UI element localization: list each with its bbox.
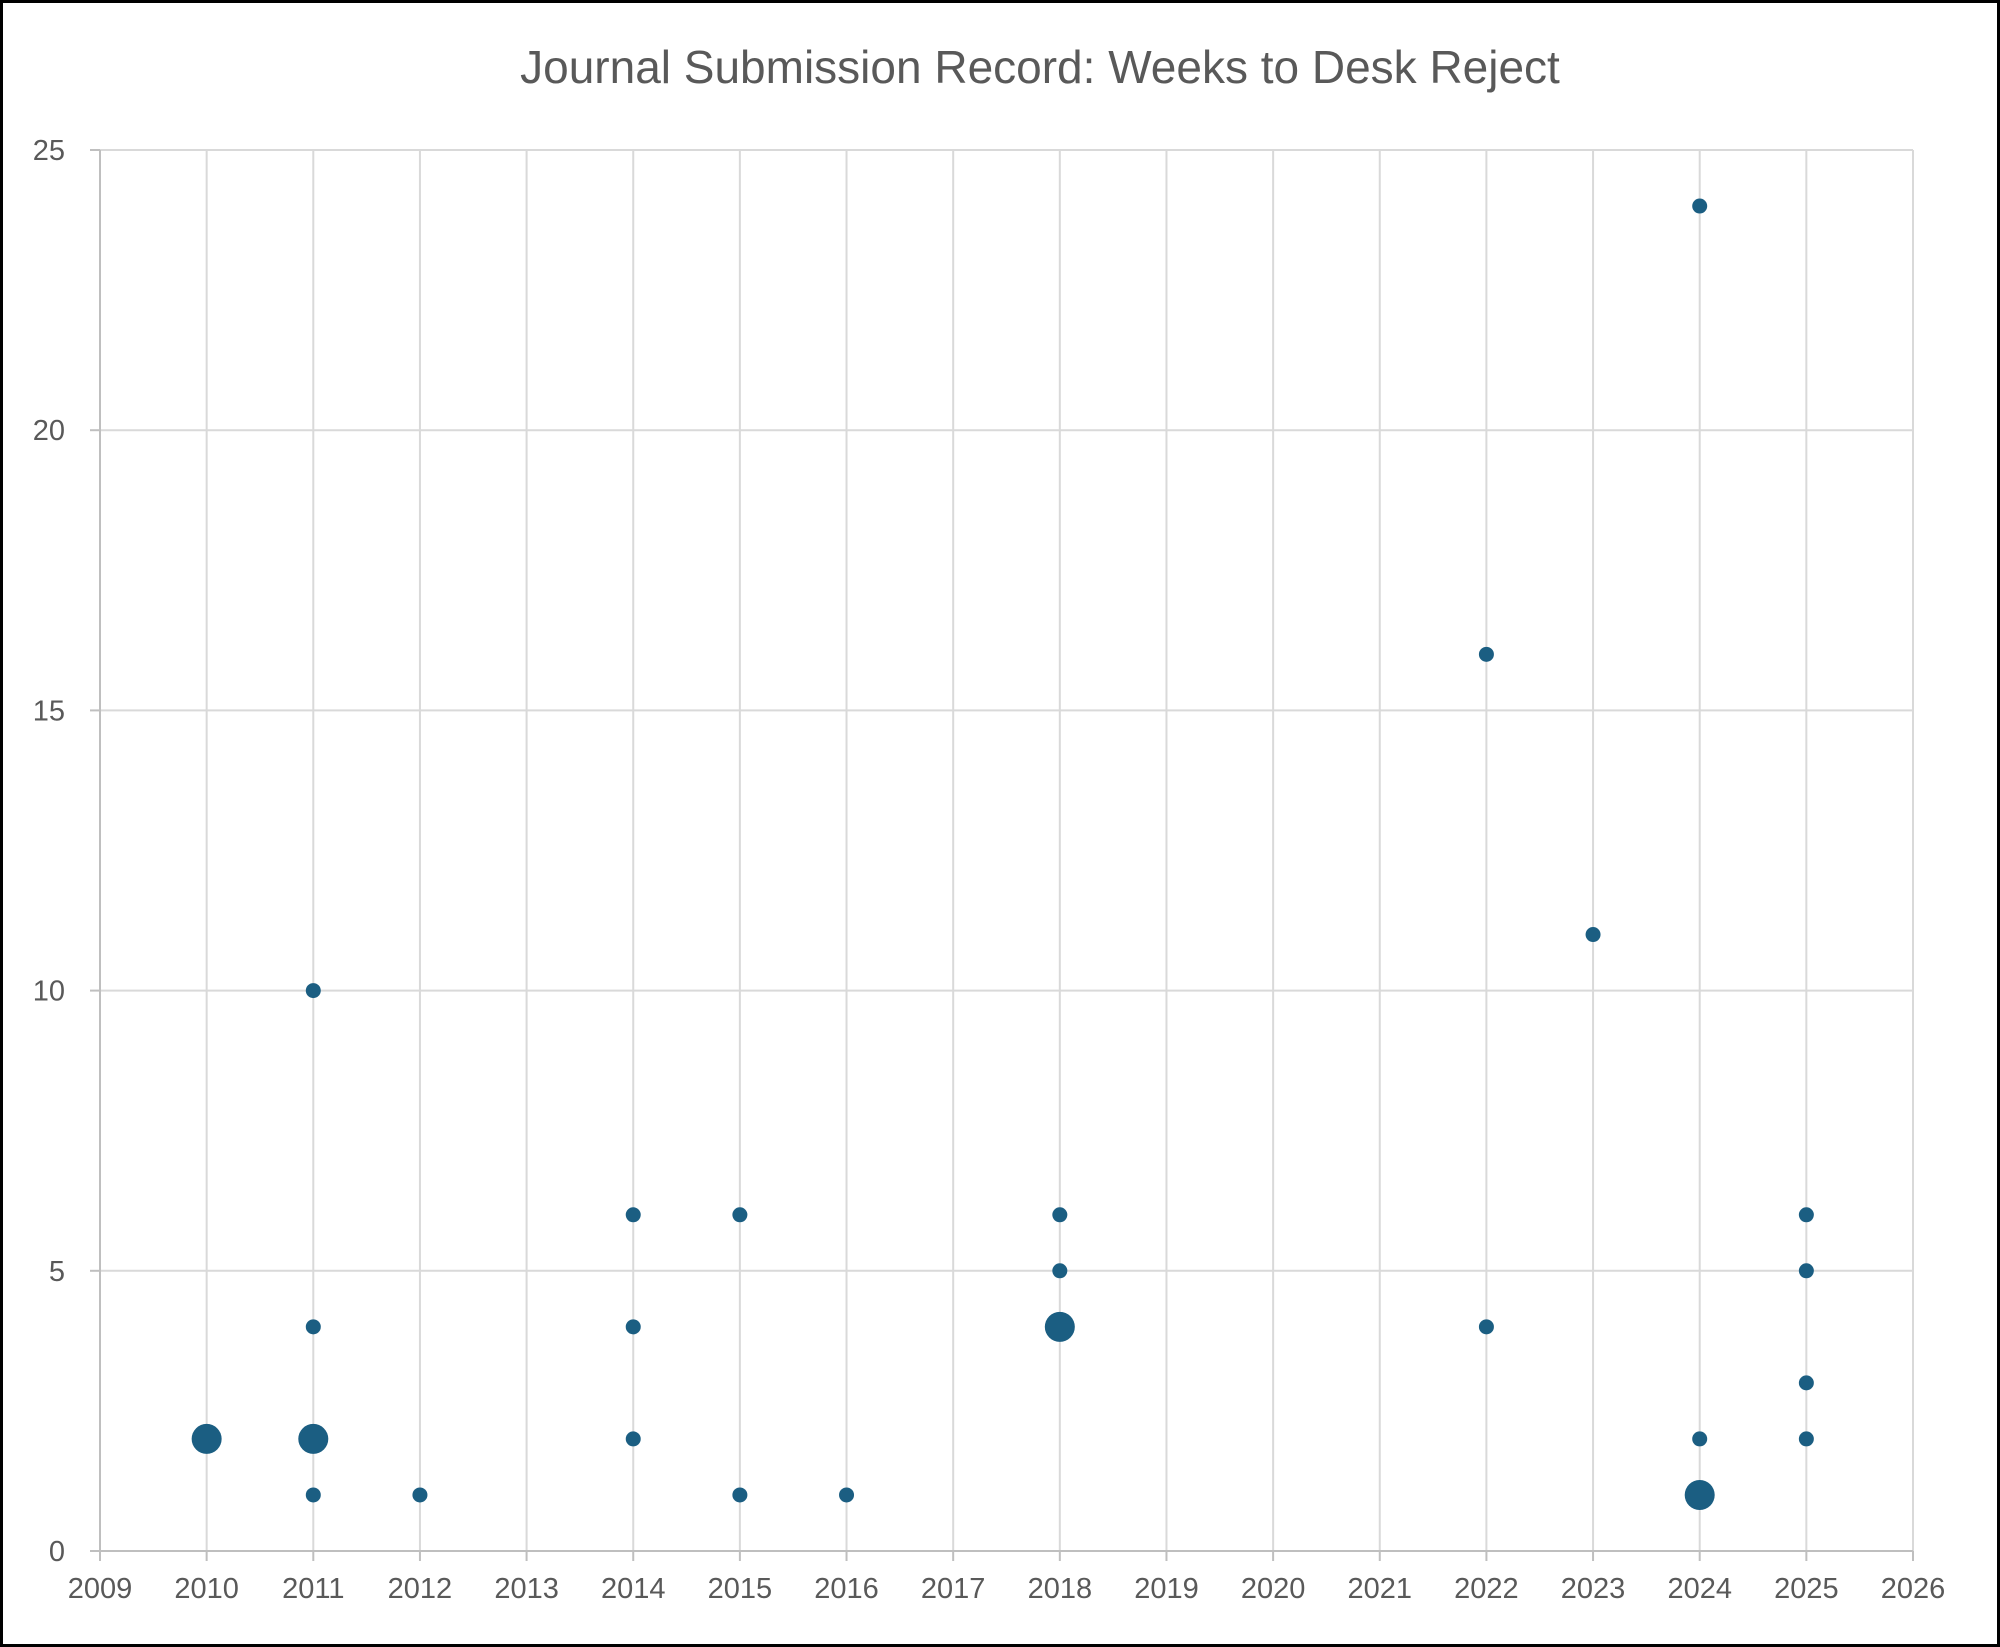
- tick-labels: 2009 2010 2011 2012 2013 2014 2015 2016 2017 2018…: [33, 135, 1946, 1605]
- y-tick-label: 0: [49, 1536, 65, 1568]
- x-tick-label: 2009: [68, 1573, 133, 1605]
- data-point: [1798, 1207, 1814, 1223]
- x-tick-label: 2017: [921, 1573, 986, 1605]
- data-point: [305, 983, 321, 999]
- data-point: [1044, 1311, 1075, 1342]
- y-tick-label: 20: [33, 415, 65, 447]
- y-tick-label: 10: [33, 976, 65, 1008]
- gridlines: [99, 149, 1914, 1552]
- x-tick-label: 2020: [1241, 1573, 1306, 1605]
- data-point: [839, 1487, 855, 1503]
- data-points: [191, 198, 1814, 1510]
- x-tick-label: 2019: [1134, 1573, 1199, 1605]
- data-point: [1798, 1431, 1814, 1447]
- x-tick-label: 2015: [708, 1573, 773, 1605]
- x-tick-label: 2011: [282, 1573, 344, 1605]
- x-tick-label: 2026: [1881, 1573, 1946, 1605]
- data-point: [1052, 1207, 1068, 1223]
- data-point: [1478, 646, 1494, 662]
- data-point: [625, 1319, 641, 1335]
- data-point: [1684, 1479, 1715, 1510]
- scatter-chart: Journal Submission Record: Weeks to Desk…: [33, 41, 1946, 1605]
- data-point: [305, 1487, 321, 1503]
- data-point: [298, 1423, 329, 1454]
- x-tick-label: 2025: [1774, 1573, 1839, 1605]
- y-tick-label: 5: [49, 1256, 65, 1288]
- x-tick-label: 2018: [1028, 1573, 1093, 1605]
- data-point: [625, 1431, 641, 1447]
- data-point: [412, 1487, 428, 1503]
- x-tick-label: 2010: [174, 1573, 239, 1605]
- x-tick-label: 2016: [814, 1573, 879, 1605]
- data-point: [1052, 1263, 1068, 1279]
- data-point: [732, 1207, 748, 1223]
- x-tick-label: 2013: [494, 1573, 559, 1605]
- data-point: [1692, 198, 1708, 214]
- data-point: [191, 1423, 222, 1454]
- y-tick-label: 25: [33, 135, 65, 167]
- data-point: [1692, 1431, 1708, 1447]
- x-tick-label: 2012: [388, 1573, 453, 1605]
- data-point: [1585, 927, 1601, 943]
- axes: [90, 149, 1914, 1561]
- x-tick-label: 2014: [601, 1573, 666, 1605]
- data-point: [1798, 1375, 1814, 1391]
- data-point: [305, 1319, 321, 1335]
- data-point: [625, 1207, 641, 1223]
- x-tick-label: 2022: [1454, 1573, 1519, 1605]
- y-tick-label: 15: [33, 695, 65, 727]
- data-point: [1798, 1263, 1814, 1279]
- data-point: [732, 1487, 748, 1503]
- chart-title: Journal Submission Record: Weeks to Desk…: [520, 41, 1560, 93]
- x-tick-label: 2023: [1561, 1573, 1626, 1605]
- x-tick-label: 2024: [1667, 1573, 1732, 1605]
- x-tick-label: 2021: [1348, 1573, 1413, 1605]
- data-point: [1478, 1319, 1494, 1335]
